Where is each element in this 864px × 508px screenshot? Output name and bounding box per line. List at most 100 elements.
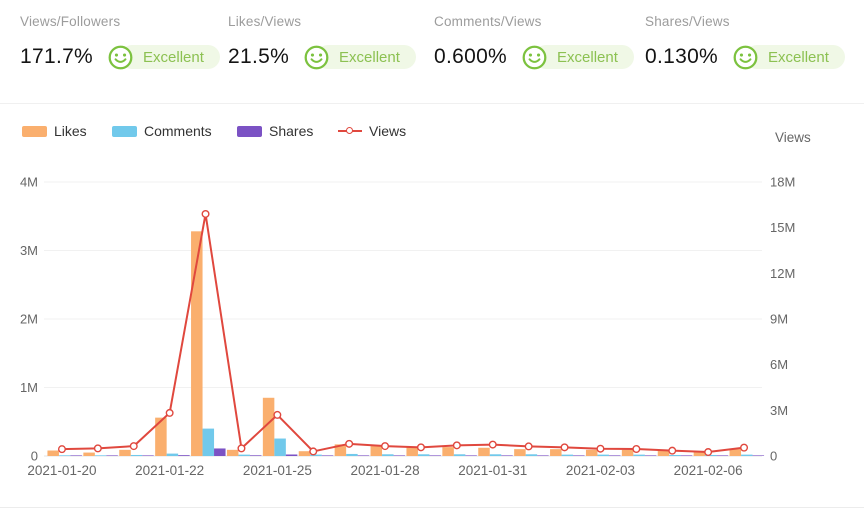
bar-comments[interactable] — [130, 454, 143, 456]
views-line — [61, 212, 745, 454]
views-marker[interactable] — [237, 444, 246, 453]
right-axis-tick: 18M — [770, 175, 795, 190]
bar-shares[interactable] — [393, 455, 406, 456]
bar-shares[interactable] — [680, 455, 693, 456]
right-axis-tick: 12M — [770, 266, 795, 281]
bar-likes[interactable] — [119, 449, 131, 456]
metric-views-followers: Views/Followers 171.7% Excellent — [20, 14, 220, 71]
bar-likes[interactable] — [334, 444, 347, 456]
bar-shares[interactable] — [573, 455, 585, 456]
bar-shares[interactable] — [608, 455, 621, 456]
bar-comments[interactable] — [561, 454, 574, 456]
bar-shares[interactable] — [321, 455, 334, 456]
right-axis-tick: 6M — [770, 357, 788, 372]
views-marker[interactable] — [560, 443, 569, 452]
bar-likes[interactable] — [262, 397, 275, 456]
bar-shares[interactable] — [357, 455, 370, 456]
views-marker[interactable] — [93, 444, 102, 453]
bar-likes[interactable] — [550, 449, 562, 456]
views-marker[interactable] — [381, 442, 390, 451]
bar-comments[interactable] — [489, 454, 502, 456]
bar-comments[interactable] — [417, 454, 430, 456]
bar-shares[interactable] — [285, 454, 298, 456]
bar-comments[interactable] — [346, 453, 358, 456]
bar-likes[interactable] — [478, 447, 490, 456]
bar-likes[interactable] — [226, 449, 239, 456]
bar-comments[interactable] — [705, 454, 717, 456]
legend-item-comments[interactable]: Comments — [112, 123, 212, 139]
views-marker[interactable] — [273, 410, 282, 419]
bar-shares[interactable] — [214, 448, 226, 456]
bar-shares[interactable] — [537, 455, 549, 456]
bar-likes[interactable] — [729, 449, 742, 456]
bar-comments[interactable] — [274, 438, 286, 456]
bar-likes[interactable] — [191, 231, 203, 456]
legend-item-views[interactable]: Views — [338, 123, 406, 139]
bar-comments[interactable] — [633, 454, 645, 456]
bar-comments[interactable] — [202, 428, 215, 456]
bar-likes[interactable] — [370, 445, 383, 456]
bar-shares[interactable] — [752, 455, 765, 456]
bar-likes[interactable] — [585, 449, 598, 456]
shares-swatch-icon — [237, 125, 262, 137]
views-marker[interactable] — [129, 442, 138, 451]
rating-badge: Excellent — [107, 43, 220, 71]
right-axis-title: Views — [775, 130, 811, 145]
bar-comments[interactable] — [310, 454, 322, 456]
left-axis-tick: 1M — [20, 380, 38, 395]
bar-comments[interactable] — [453, 454, 466, 456]
bar-comments[interactable] — [741, 454, 753, 456]
bar-comments[interactable] — [669, 454, 681, 456]
bar-likes[interactable] — [298, 451, 311, 456]
bar-likes[interactable] — [47, 450, 59, 456]
views-marker[interactable] — [416, 443, 425, 452]
metric-shares-views: Shares/Views 0.130% Excellent — [645, 14, 845, 71]
views-marker[interactable] — [740, 443, 749, 452]
legend-item-likes[interactable]: Likes — [22, 123, 87, 139]
views-marker[interactable] — [668, 446, 677, 455]
bar-comments[interactable] — [597, 454, 609, 456]
legend-item-shares[interactable]: Shares — [237, 123, 313, 139]
bar-likes[interactable] — [621, 449, 634, 456]
bar-comments[interactable] — [58, 455, 71, 456]
views-marker[interactable] — [632, 444, 641, 453]
bar-shares[interactable] — [465, 455, 477, 456]
bar-shares[interactable] — [429, 455, 441, 456]
chart[interactable]: 4M 3M 2M 1M 0 18M 15M 12M 9M 6M 3M 0 2021-01-20 2021-… — [0, 160, 864, 500]
bar-shares[interactable] — [70, 455, 82, 456]
bar-comments[interactable] — [525, 454, 538, 456]
views-marker[interactable] — [345, 439, 354, 448]
bar-likes[interactable] — [83, 452, 95, 456]
bar-shares[interactable] — [716, 455, 729, 456]
bar-likes[interactable] — [693, 451, 706, 456]
views-marker[interactable] — [309, 447, 318, 456]
views-marker[interactable] — [165, 408, 174, 417]
bar-comments[interactable] — [94, 455, 107, 456]
bar-likes[interactable] — [514, 449, 526, 456]
legend-label: Likes — [54, 123, 87, 139]
views-marker[interactable] — [57, 445, 66, 454]
bar-shares[interactable] — [644, 455, 657, 456]
bar-likes[interactable] — [442, 447, 454, 456]
bar-shares[interactable] — [501, 455, 513, 456]
views-marker[interactable] — [452, 441, 461, 450]
bar-shares[interactable] — [142, 455, 154, 456]
bar-likes[interactable] — [155, 417, 167, 456]
smiley-icon — [733, 45, 758, 69]
bar-shares[interactable] — [178, 455, 190, 456]
views-marker[interactable] — [488, 440, 497, 449]
metric-value: 21.5% — [228, 45, 290, 68]
metric-label: Comments/Views — [434, 14, 542, 29]
views-marker[interactable] — [524, 442, 533, 451]
bar-shares[interactable] — [106, 455, 118, 456]
bar-shares[interactable] — [249, 455, 262, 456]
bar-comments[interactable] — [238, 454, 250, 456]
bar-likes[interactable] — [657, 450, 670, 456]
views-marker[interactable] — [201, 209, 210, 218]
bar-comments[interactable] — [166, 453, 179, 456]
views-marker[interactable] — [596, 444, 605, 453]
bar-likes[interactable] — [406, 447, 418, 456]
views-marker[interactable] — [704, 448, 713, 457]
bar-comments[interactable] — [382, 454, 394, 456]
